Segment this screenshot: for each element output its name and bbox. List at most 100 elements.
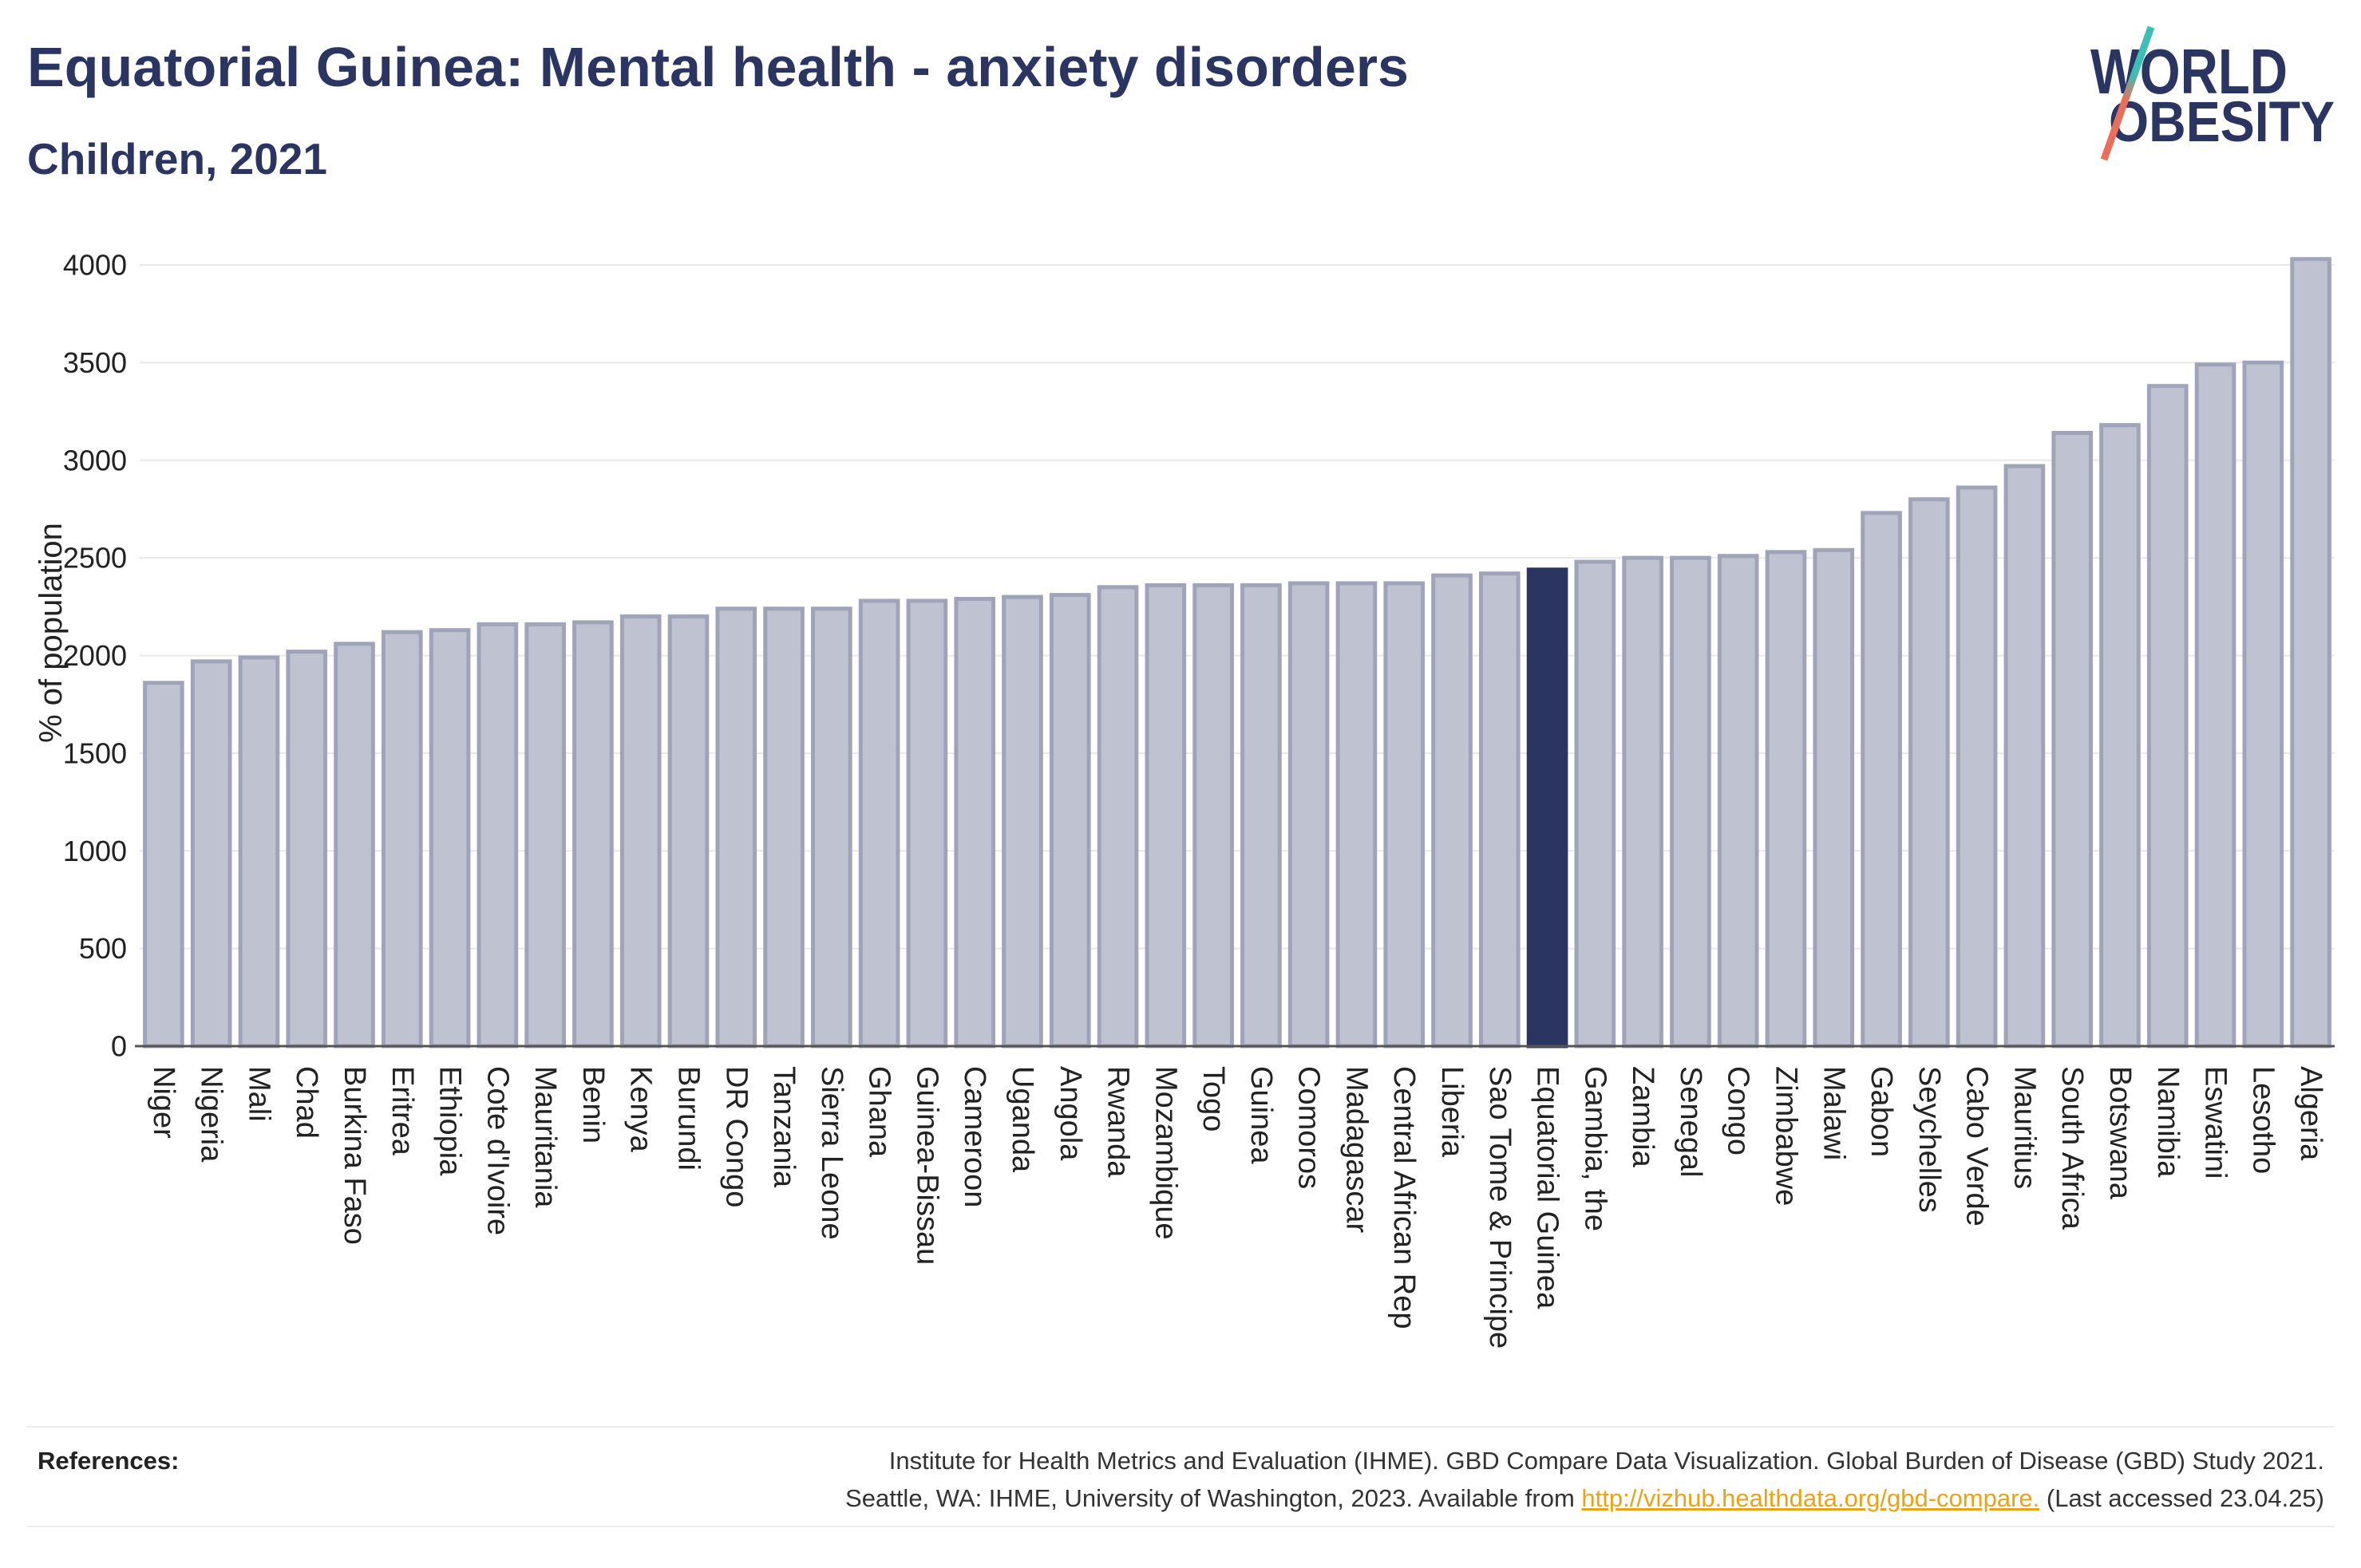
y-axis-title: % of population (34, 523, 69, 743)
bar-mali (238, 655, 280, 1049)
x-tick-label: Togo (1196, 1066, 1230, 1132)
x-tick-label: DR Congo (719, 1066, 753, 1207)
x-tick-label: Kenya (624, 1066, 658, 1153)
reference-link[interactable]: http://vizhub.healthdata.org/gbd-compare… (1581, 1484, 2040, 1512)
bar-cabo-verde (1956, 485, 1998, 1049)
x-tick-label: Guinea (1244, 1066, 1278, 1164)
x-tick-label: Burkina Faso (338, 1066, 371, 1245)
x-tick-label: Mali (242, 1066, 275, 1122)
bar-senegal (1670, 555, 1711, 1049)
x-tick-label: Chad (290, 1066, 323, 1139)
chart-title: Equatorial Guinea: Mental health - anxie… (27, 36, 1409, 98)
footer-divider-top (27, 1426, 2334, 1428)
y-tick-label: 0 (111, 1030, 127, 1063)
bar-algeria (2290, 257, 2331, 1049)
bar-burkina-faso (334, 642, 375, 1049)
x-tick-label: Ghana (863, 1066, 896, 1158)
bar-comoros (1287, 581, 1330, 1049)
bar-central-african-rep (1383, 581, 1426, 1049)
bar-rwanda (1097, 585, 1139, 1049)
y-tick-label: 500 (79, 932, 127, 965)
bar-zimbabwe (1765, 550, 1807, 1049)
x-tick-label: Benin (576, 1066, 610, 1143)
bar-cameroon (954, 597, 996, 1049)
x-tick-label: Lesotho (2246, 1066, 2280, 1174)
bar-niger (143, 681, 184, 1049)
x-tick-label: Congo (1722, 1066, 1755, 1155)
reference-line-2-prefix: Seattle, WA: IHME, University of Washing… (845, 1484, 1582, 1512)
bars (143, 257, 2331, 1049)
x-tick-label: Angola (1054, 1066, 1087, 1161)
x-tick-label: Mauritius (2007, 1066, 2041, 1189)
bar-tanzania (763, 606, 805, 1049)
bar-guinea-bissau (906, 598, 948, 1049)
x-tick-label: Sierra Leone (815, 1066, 848, 1240)
y-tick-label: 4000 (63, 249, 127, 282)
x-tick-label: Botswana (2103, 1066, 2137, 1200)
x-tick-label: Zimbabwe (1770, 1066, 1803, 1206)
x-tick-label: Nigeria (195, 1066, 228, 1163)
bar-ghana (858, 598, 900, 1049)
y-tick-label: 2000 (63, 639, 127, 672)
x-tick-label: South Africa (2055, 1066, 2089, 1230)
x-tick-label: Rwanda (1101, 1066, 1135, 1178)
bar-namibia (2146, 384, 2189, 1049)
x-tick-label: Malawi (1817, 1066, 1850, 1160)
x-tick-label: Madagascar (1339, 1066, 1373, 1233)
bar-uganda (1002, 594, 1043, 1049)
bar-malawi (1813, 547, 1855, 1049)
y-tick-label: 1000 (63, 835, 127, 867)
reference-line-2: Seattle, WA: IHME, University of Washing… (845, 1479, 2324, 1517)
bar-sierra-leone (811, 606, 852, 1049)
reference-line-1-text: Institute for Health Metrics and Evaluat… (888, 1447, 2324, 1475)
chart-subtitle: Children, 2021 (27, 134, 327, 184)
bar-cote-d-ivoire (477, 622, 519, 1049)
bar-angola (1049, 593, 1091, 1049)
bar-zambia (1622, 555, 1663, 1049)
y-tick-label: 1500 (63, 737, 127, 769)
bar-eswatini (2194, 362, 2236, 1049)
x-tick-label: Senegal (1674, 1066, 1707, 1177)
bar-nigeria (190, 659, 232, 1049)
bar-south-africa (2051, 430, 2094, 1049)
y-axis-tick-labels: 0 500 1000 1500 2000 2500 3000 3500 4000 (63, 249, 127, 1063)
bar-mauritania (524, 622, 566, 1049)
reference-line-1: Institute for Health Metrics and Evaluat… (845, 1442, 2324, 1479)
bar-seychelles (1908, 497, 1950, 1049)
bar-madagascar (1335, 581, 1378, 1049)
x-tick-label: Mauritania (528, 1066, 562, 1208)
x-tick-label: Tanzania (767, 1066, 801, 1188)
bar-guinea (1240, 583, 1282, 1049)
bar-benin (572, 620, 614, 1049)
y-tick-label: 3500 (63, 346, 127, 379)
x-tick-label: Comoros (1292, 1066, 1326, 1189)
x-tick-label: Central African Rep (1387, 1066, 1421, 1329)
bar-equatorial-guinea (1526, 567, 1568, 1049)
bar-sao-tome-principe (1478, 571, 1521, 1049)
bar-ethiopia (429, 628, 471, 1049)
y-tick-label: 2500 (63, 542, 127, 575)
logo-slash-icon (2100, 26, 2155, 161)
x-tick-label: Cabo Verde (1960, 1066, 1994, 1226)
x-axis-tick-labels: Niger Nigeria Mali Chad Burkina Faso Eritrea E… (147, 1066, 2327, 1349)
reference-line-2-suffix: (Last accessed 23.04.25) (2039, 1484, 2324, 1512)
bar-gambia-the (1574, 559, 1616, 1049)
world-obesity-logo: WORLD OBESITY (2090, 26, 2335, 161)
bar-liberia (1431, 573, 1473, 1049)
bar-botswana (2099, 423, 2141, 1049)
footer-divider-bottom (27, 1526, 2334, 1527)
bar-gabon (1861, 511, 1902, 1049)
bar-congo (1717, 554, 1759, 1049)
bar-kenya (619, 614, 662, 1049)
x-tick-label: Gabon (1865, 1066, 1898, 1157)
bar-chad (286, 650, 328, 1049)
bar-lesotho (2242, 360, 2284, 1049)
bar-burundi (667, 614, 710, 1049)
x-tick-label: Liberia (1435, 1066, 1469, 1158)
x-tick-label: Ethiopia (433, 1066, 467, 1176)
x-tick-label: Equatorial Guinea (1531, 1066, 1564, 1309)
references-text: Institute for Health Metrics and Evaluat… (845, 1442, 2324, 1517)
x-tick-label: Mozambique (1149, 1066, 1182, 1240)
x-tick-label: Namibia (2151, 1066, 2185, 1178)
